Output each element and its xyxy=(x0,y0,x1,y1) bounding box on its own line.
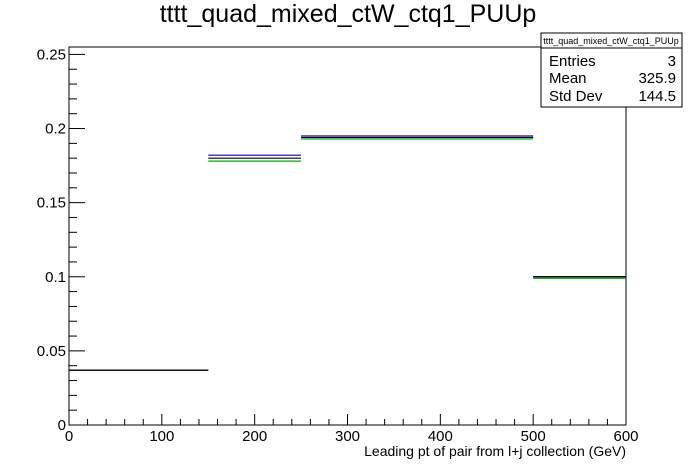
y-tick-label: 0 xyxy=(58,417,66,434)
stats-box-frame xyxy=(540,32,683,108)
stats-box: tttt_quad_mixed_ctW_ctq1_PUUp Entries 3 … xyxy=(540,32,683,108)
x-axis: 0 100 200 300 400 500 600 xyxy=(65,414,639,445)
stats-mean-value: 325.9 xyxy=(638,70,676,87)
y-tick-label: 0.25 xyxy=(37,46,66,63)
x-axis-label: Leading pt of pair from l+j collection (… xyxy=(364,443,626,459)
y-tick-label: 0.05 xyxy=(37,343,66,360)
x-tick-label: 500 xyxy=(521,428,546,445)
stats-stddev-label: Std Dev xyxy=(549,88,603,105)
x-tick-label: 300 xyxy=(335,428,360,445)
y-tick-label: 0.2 xyxy=(45,121,66,138)
stats-mean-label: Mean xyxy=(549,70,587,87)
x-tick-label: 200 xyxy=(242,428,267,445)
series-layer xyxy=(69,135,626,371)
x-tick-label: 100 xyxy=(149,428,174,445)
y-axis: 0 0.05 0.1 0.15 0.2 0.25 xyxy=(37,46,85,434)
y-tick-label: 0.15 xyxy=(37,195,66,212)
x-tick-label: 400 xyxy=(428,428,453,445)
stats-entries-label: Entries xyxy=(549,53,596,70)
stats-entries-value: 3 xyxy=(668,53,676,70)
x-tick-label: 600 xyxy=(613,428,638,445)
y-tick-label: 0.1 xyxy=(45,269,66,286)
chart-title: tttt_quad_mixed_ctW_ctq1_PUUp xyxy=(160,0,537,28)
stats-stddev-value: 144.5 xyxy=(638,88,676,105)
stats-box-title: tttt_quad_mixed_ctW_ctq1_PUUp xyxy=(543,36,679,46)
x-tick-label: 0 xyxy=(65,428,73,445)
